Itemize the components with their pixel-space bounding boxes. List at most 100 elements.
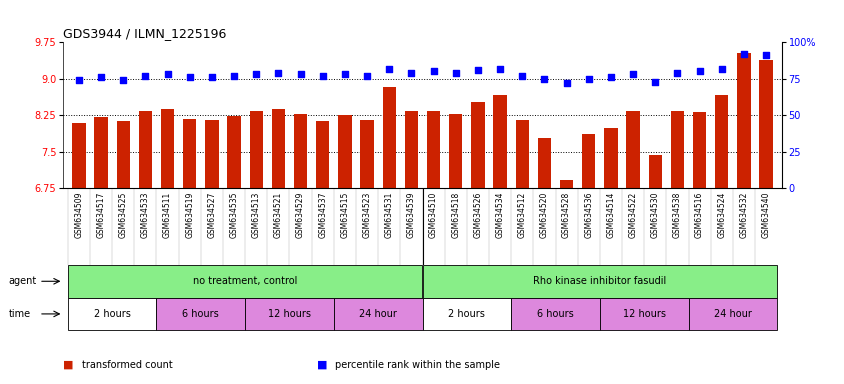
Text: GSM634525: GSM634525 <box>119 192 127 238</box>
Point <box>647 79 661 85</box>
Bar <box>759 60 772 188</box>
Bar <box>511 298 599 330</box>
Text: GSM634516: GSM634516 <box>695 192 703 238</box>
Text: GSM634537: GSM634537 <box>318 192 327 238</box>
Text: GSM634519: GSM634519 <box>185 192 194 238</box>
Text: GSM634512: GSM634512 <box>517 192 526 238</box>
Bar <box>599 298 688 330</box>
Text: transformed count: transformed count <box>82 360 172 370</box>
Point <box>382 65 396 71</box>
Bar <box>95 117 107 188</box>
Bar <box>404 111 418 188</box>
Bar <box>603 128 617 188</box>
Text: GSM634539: GSM634539 <box>407 192 415 238</box>
Bar <box>227 116 241 188</box>
Bar <box>582 134 595 188</box>
Point <box>692 68 706 74</box>
Point <box>537 76 550 82</box>
Text: agent: agent <box>8 276 36 286</box>
Bar <box>382 87 396 188</box>
Bar <box>294 114 307 188</box>
Bar <box>471 102 484 188</box>
Text: GSM634521: GSM634521 <box>273 192 283 238</box>
Bar <box>670 111 684 188</box>
Text: GSM634536: GSM634536 <box>583 192 592 238</box>
Point <box>160 71 174 78</box>
Point <box>294 71 307 78</box>
Text: 24 hour: 24 hour <box>713 309 751 319</box>
Bar <box>156 298 245 330</box>
Point <box>338 71 351 78</box>
Point <box>95 74 108 80</box>
Text: 2 hours: 2 hours <box>448 309 484 319</box>
Point <box>670 70 684 76</box>
Point <box>625 71 639 78</box>
Bar <box>625 111 639 188</box>
Bar <box>493 95 506 188</box>
Text: GSM634515: GSM634515 <box>340 192 349 238</box>
Point <box>183 74 197 80</box>
Bar <box>316 121 329 188</box>
Text: percentile rank within the sample: percentile rank within the sample <box>335 360 500 370</box>
Text: ■: ■ <box>63 360 73 370</box>
Text: 6 hours: 6 hours <box>182 309 219 319</box>
Text: GSM634533: GSM634533 <box>141 192 149 238</box>
Bar <box>537 138 550 188</box>
Text: GSM634534: GSM634534 <box>495 192 504 238</box>
Point <box>227 73 241 79</box>
Text: no treatment, control: no treatment, control <box>192 276 297 286</box>
Point <box>493 65 506 71</box>
Text: Rho kinase inhibitor fasudil: Rho kinase inhibitor fasudil <box>533 276 666 286</box>
Bar <box>422 265 776 298</box>
Point <box>138 73 152 79</box>
Text: GSM634538: GSM634538 <box>672 192 681 238</box>
Bar <box>688 298 776 330</box>
Text: GSM634523: GSM634523 <box>362 192 371 238</box>
Point <box>360 73 373 79</box>
Point <box>426 68 440 74</box>
Text: GSM634518: GSM634518 <box>451 192 460 238</box>
Text: GSM634528: GSM634528 <box>561 192 571 238</box>
Text: GSM634526: GSM634526 <box>473 192 482 238</box>
Point <box>448 70 462 76</box>
Point <box>515 73 528 79</box>
Text: time: time <box>8 309 30 319</box>
Text: 24 hour: 24 hour <box>359 309 397 319</box>
Bar <box>560 180 572 188</box>
Bar <box>72 124 85 188</box>
Point <box>560 80 573 86</box>
Text: GSM634529: GSM634529 <box>295 192 305 238</box>
Point <box>736 51 749 57</box>
Point <box>471 67 484 73</box>
Text: 12 hours: 12 hours <box>268 309 311 319</box>
Point <box>249 71 262 78</box>
Bar <box>138 111 152 188</box>
Text: 6 hours: 6 hours <box>537 309 573 319</box>
Text: GSM634531: GSM634531 <box>384 192 393 238</box>
Bar <box>249 111 262 188</box>
Bar <box>515 119 528 188</box>
Point <box>116 77 130 83</box>
Point <box>759 52 772 58</box>
Text: GSM634520: GSM634520 <box>539 192 549 238</box>
Text: 2 hours: 2 hours <box>94 309 131 319</box>
Text: GSM634522: GSM634522 <box>628 192 637 238</box>
Bar <box>338 115 351 188</box>
Point <box>72 77 85 83</box>
Bar <box>448 114 462 188</box>
Bar <box>360 119 373 188</box>
Text: GSM634510: GSM634510 <box>429 192 437 238</box>
Bar <box>737 53 749 188</box>
Bar <box>692 112 706 188</box>
Bar <box>245 298 333 330</box>
Point <box>271 70 284 76</box>
Bar <box>426 111 440 188</box>
Text: GSM634530: GSM634530 <box>650 192 659 238</box>
Text: 12 hours: 12 hours <box>622 309 665 319</box>
Text: GSM634532: GSM634532 <box>738 192 748 238</box>
Bar <box>648 155 661 188</box>
Text: ■: ■ <box>316 360 327 370</box>
Text: GSM634513: GSM634513 <box>252 192 261 238</box>
Point <box>714 65 728 71</box>
Bar <box>422 298 511 330</box>
